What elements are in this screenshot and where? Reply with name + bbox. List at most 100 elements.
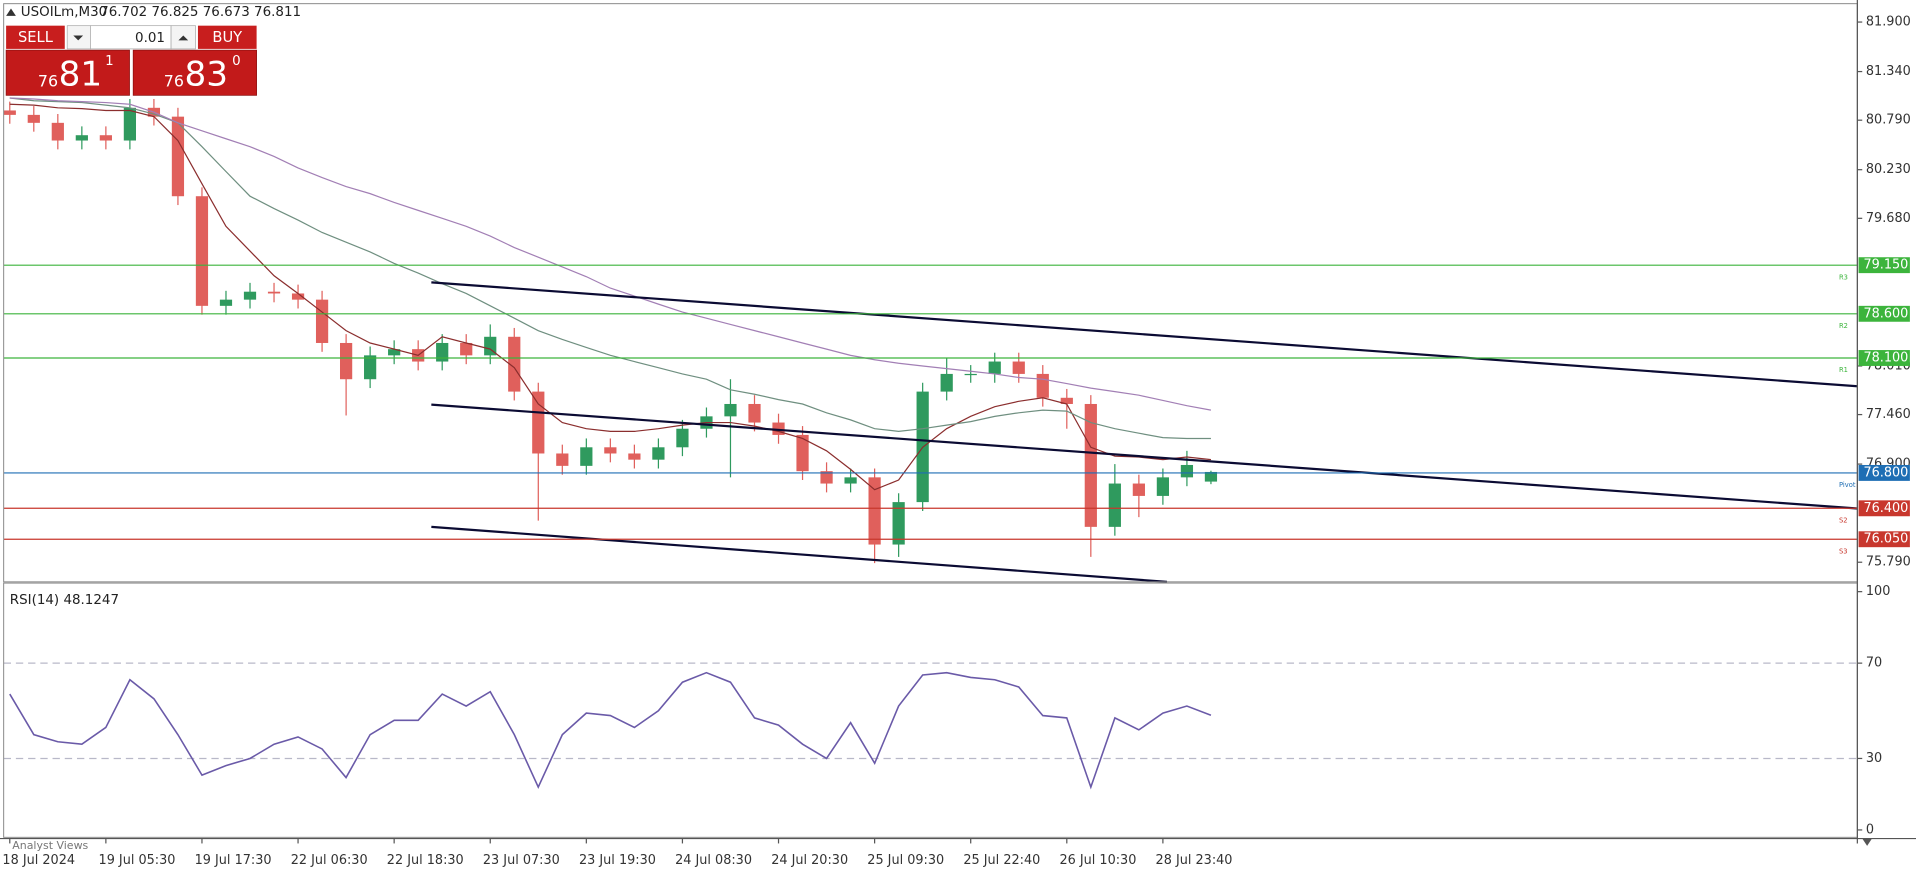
candle-body xyxy=(532,391,545,454)
x-tick-label: 24 Jul 20:30 xyxy=(771,853,848,868)
level-tag-label: 76.050 xyxy=(1863,532,1908,547)
candle-body xyxy=(508,336,521,392)
footer-tab[interactable]: Analyst Views xyxy=(12,839,88,852)
sell-price-prefix: 76 xyxy=(38,71,58,90)
candle-body xyxy=(51,122,64,141)
levels-layer: R3 79.150 R2 78.600 R1 78.100 Pivot 76.800 S2 76.… xyxy=(3,257,1910,555)
candle-body xyxy=(27,114,40,123)
arrow-icon xyxy=(73,35,84,41)
level-tag xyxy=(1858,531,1910,548)
trendline[interactable] xyxy=(431,403,1858,510)
moving-average xyxy=(9,97,1212,411)
x-tick-label: 19 Jul 05:30 xyxy=(99,853,176,868)
candle-body xyxy=(964,373,977,376)
buy-price-main: 83 xyxy=(185,54,229,94)
candle-body xyxy=(364,355,377,380)
level-tag xyxy=(1858,350,1910,366)
y-tick-label: 79.680 xyxy=(1866,211,1911,226)
level-tag-label: 76.400 xyxy=(1863,501,1908,516)
buy-price-prefix: 76 xyxy=(164,71,184,90)
candle-body xyxy=(339,342,353,380)
level-name: S3 xyxy=(1839,547,1848,555)
candle-body xyxy=(940,373,953,392)
candle-body xyxy=(868,477,881,545)
candle-body xyxy=(724,403,737,417)
candle-body xyxy=(1012,361,1025,374)
candle-body xyxy=(219,299,233,306)
scroll-marker[interactable] xyxy=(1862,838,1873,846)
candle-body xyxy=(1180,464,1194,478)
level-name: R1 xyxy=(1839,366,1848,374)
level-tag xyxy=(1858,500,1910,517)
plot-layer xyxy=(3,97,1218,790)
buy-price-box[interactable] xyxy=(132,49,257,96)
y-tick-label: 75.790 xyxy=(1866,555,1911,570)
grid-layer: 81.90081.34080.79080.23079.68078.01077.4… xyxy=(2,15,1910,869)
level-name: S2 xyxy=(1839,517,1848,525)
frames xyxy=(0,0,1916,846)
candle-body xyxy=(604,447,617,454)
level-name: R2 xyxy=(1839,322,1848,330)
sell-price-suffix: 1 xyxy=(105,54,114,69)
candle-body xyxy=(75,135,88,141)
candle-body xyxy=(844,477,857,484)
collapse-icon[interactable] xyxy=(6,8,16,16)
candle-body xyxy=(796,434,809,472)
y-tick-label: 81.900 xyxy=(1866,15,1911,30)
candle-body xyxy=(460,342,473,356)
candle-body xyxy=(628,453,641,460)
buy-label: BUY xyxy=(212,29,242,46)
candle-body xyxy=(1132,483,1145,496)
candle-body xyxy=(1108,483,1121,527)
sell-price-box[interactable] xyxy=(5,49,130,96)
level-tag-label: 78.100 xyxy=(1863,351,1908,366)
buy-price-suffix: 0 xyxy=(232,54,241,69)
candle-body xyxy=(580,447,593,466)
candle-body xyxy=(315,299,329,343)
candle-body xyxy=(892,502,905,545)
level-name: R3 xyxy=(1839,273,1848,281)
sell-label: SELL xyxy=(18,29,54,46)
candle-body xyxy=(99,135,112,141)
candle-body xyxy=(1084,403,1097,527)
trade-panel: SELL 0.01 BUY 76 81 1 76 83 0 xyxy=(5,25,257,96)
y-tick-label: 77.460 xyxy=(1866,407,1911,422)
trendline[interactable] xyxy=(431,525,1168,583)
x-tick-label: 25 Jul 09:30 xyxy=(867,853,944,868)
trendline[interactable] xyxy=(431,281,1858,388)
level-tag xyxy=(1858,305,1910,322)
candle-body xyxy=(3,110,16,115)
y-tick-label: 100 xyxy=(1866,584,1890,599)
candle-body xyxy=(1204,471,1218,482)
candle-body xyxy=(820,471,833,484)
candle-body xyxy=(556,453,569,466)
candle-body xyxy=(1036,373,1049,398)
candle-body xyxy=(652,447,665,460)
candle-body xyxy=(123,107,137,141)
x-tick-label: 23 Jul 19:30 xyxy=(579,853,656,868)
candle-body xyxy=(195,196,209,306)
candle-body xyxy=(1060,397,1073,404)
x-tick-label: 26 Jul 10:30 xyxy=(1059,853,1136,868)
y-tick-label: 81.340 xyxy=(1866,64,1911,79)
x-tick-label: 22 Jul 06:30 xyxy=(291,853,368,868)
candle-body xyxy=(267,291,281,294)
arrow-icon xyxy=(178,35,189,41)
candle-body xyxy=(436,342,449,362)
rsi-line xyxy=(9,671,1212,790)
candle-body xyxy=(171,116,185,197)
level-tag xyxy=(1858,257,1910,274)
symbol-title: USOILm,M30 xyxy=(21,5,107,20)
sell-price-main: 81 xyxy=(59,54,103,94)
x-tick-label: 19 Jul 17:30 xyxy=(195,853,272,868)
sell-button[interactable] xyxy=(6,25,65,49)
x-tick-label: 28 Jul 23:40 xyxy=(1156,853,1233,868)
moving-average xyxy=(9,97,1211,440)
x-tick-label: 22 Jul 18:30 xyxy=(387,853,464,868)
buy-button[interactable] xyxy=(197,25,257,49)
rsi-title: RSI(14) 48.1247 xyxy=(10,593,119,608)
trendlines xyxy=(431,281,1858,583)
x-tick-label: 18 Jul 2024 xyxy=(2,853,75,868)
